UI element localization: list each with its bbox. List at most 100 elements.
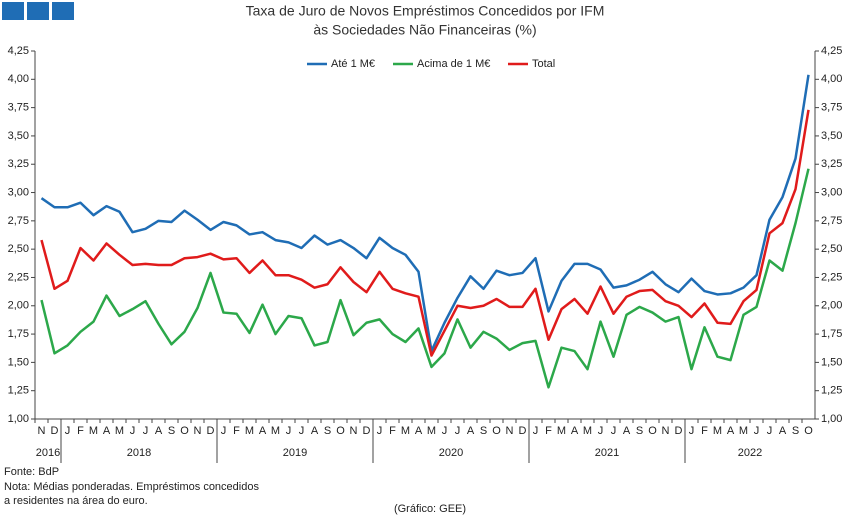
logo-square bbox=[2, 2, 24, 20]
x-tick-label: O bbox=[336, 425, 345, 437]
year-label: 2022 bbox=[738, 447, 762, 459]
y2-tick-label: 1,00 bbox=[821, 413, 842, 425]
y-tick-label: 1,25 bbox=[8, 385, 29, 397]
x-tick-label: J bbox=[65, 425, 71, 437]
y2-tick-label: 2,75 bbox=[821, 215, 842, 227]
x-tick-label: J bbox=[767, 425, 773, 437]
x-tick-label: O bbox=[492, 425, 501, 437]
x-tick-label: A bbox=[571, 425, 579, 437]
y-tick-label: 2,00 bbox=[8, 300, 29, 312]
x-tick-label: N bbox=[38, 425, 46, 437]
chart-title: Taxa de Juro de Novos Empréstimos Conced… bbox=[246, 3, 605, 19]
legend-label: Acima de 1 M€ bbox=[417, 58, 490, 70]
y-tick-label: 1,00 bbox=[8, 413, 29, 425]
y2-tick-label: 3,50 bbox=[821, 130, 842, 142]
x-tick-label: J bbox=[689, 425, 695, 437]
note: Nota: Médias ponderadas. Empréstimos con… bbox=[4, 481, 259, 493]
x-tick-label: S bbox=[480, 425, 487, 437]
x-tick-label: D bbox=[51, 425, 59, 437]
x-tick-label: D bbox=[207, 425, 215, 437]
y-tick-label: 2,50 bbox=[8, 243, 29, 255]
series-line bbox=[40, 168, 810, 389]
y-tick-label: 3,75 bbox=[8, 102, 29, 114]
x-tick-label: M bbox=[557, 425, 566, 437]
x-tick-label: J bbox=[455, 425, 461, 437]
y2-tick-label: 2,00 bbox=[821, 300, 842, 312]
year-label: 2021 bbox=[595, 447, 619, 459]
x-tick-label: S bbox=[324, 425, 331, 437]
x-tick-label: A bbox=[779, 425, 787, 437]
y2-tick-label: 2,50 bbox=[821, 243, 842, 255]
x-tick-label: J bbox=[377, 425, 383, 437]
x-tick-label: J bbox=[221, 425, 227, 437]
x-tick-label: O bbox=[804, 425, 813, 437]
x-tick-label: A bbox=[103, 425, 111, 437]
x-tick-label: D bbox=[675, 425, 683, 437]
y-tick-label: 1,50 bbox=[8, 356, 29, 368]
y2-tick-label: 3,75 bbox=[821, 102, 842, 114]
x-tick-label: M bbox=[89, 425, 98, 437]
x-tick-label: M bbox=[713, 425, 722, 437]
y2-tick-label: 1,25 bbox=[821, 385, 842, 397]
y-tick-label: 2,25 bbox=[8, 271, 29, 283]
x-tick-label: J bbox=[286, 425, 292, 437]
x-tick-label: M bbox=[739, 425, 748, 437]
x-tick-label: S bbox=[168, 425, 175, 437]
logo-square bbox=[27, 2, 49, 20]
year-label: 2018 bbox=[127, 447, 151, 459]
logo-square bbox=[52, 2, 74, 20]
x-tick-label: M bbox=[427, 425, 436, 437]
x-tick-label: M bbox=[583, 425, 592, 437]
note: Fonte: BdP bbox=[4, 466, 59, 478]
year-label: 2019 bbox=[283, 447, 307, 459]
y-tick-label: 2,75 bbox=[8, 215, 29, 227]
x-tick-label: N bbox=[194, 425, 202, 437]
x-tick-label: F bbox=[389, 425, 396, 437]
x-tick-label: D bbox=[519, 425, 527, 437]
x-tick-label: A bbox=[155, 425, 163, 437]
x-tick-label: F bbox=[77, 425, 84, 437]
x-tick-label: A bbox=[727, 425, 735, 437]
x-tick-label: O bbox=[180, 425, 189, 437]
note: a residentes na área do euro. bbox=[4, 495, 148, 507]
x-tick-label: A bbox=[415, 425, 423, 437]
x-tick-label: J bbox=[598, 425, 604, 437]
x-tick-label: D bbox=[363, 425, 371, 437]
x-tick-label: F bbox=[701, 425, 708, 437]
x-tick-label: J bbox=[611, 425, 617, 437]
x-tick-label: S bbox=[636, 425, 643, 437]
x-tick-label: S bbox=[792, 425, 799, 437]
x-tick-label: J bbox=[442, 425, 448, 437]
x-tick-label: A bbox=[623, 425, 631, 437]
y2-tick-label: 3,00 bbox=[821, 186, 842, 198]
y2-tick-label: 1,50 bbox=[821, 356, 842, 368]
x-tick-label: F bbox=[545, 425, 552, 437]
credit: (Gráfico: GEE) bbox=[394, 503, 466, 515]
year-label: 2020 bbox=[439, 447, 463, 459]
x-tick-label: A bbox=[311, 425, 319, 437]
x-tick-label: A bbox=[467, 425, 475, 437]
x-tick-label: N bbox=[662, 425, 670, 437]
y-tick-label: 3,50 bbox=[8, 130, 29, 142]
x-tick-label: J bbox=[130, 425, 136, 437]
chart-subtitle: às Sociedades Não Financeiras (%) bbox=[313, 22, 536, 38]
y2-tick-label: 4,00 bbox=[821, 73, 842, 85]
legend-label: Até 1 M€ bbox=[331, 58, 375, 70]
year-label: 2016 bbox=[36, 447, 60, 459]
x-tick-label: J bbox=[299, 425, 305, 437]
x-tick-label: J bbox=[533, 425, 539, 437]
y-tick-label: 3,25 bbox=[8, 158, 29, 170]
x-tick-label: F bbox=[233, 425, 240, 437]
x-tick-label: A bbox=[259, 425, 267, 437]
x-tick-label: J bbox=[754, 425, 760, 437]
x-tick-label: M bbox=[401, 425, 410, 437]
y-tick-label: 1,75 bbox=[8, 328, 29, 340]
series-line bbox=[40, 74, 810, 353]
y2-tick-label: 1,75 bbox=[821, 328, 842, 340]
x-tick-label: M bbox=[115, 425, 124, 437]
y-tick-label: 4,25 bbox=[8, 45, 29, 57]
y-tick-label: 4,00 bbox=[8, 73, 29, 85]
y2-tick-label: 2,25 bbox=[821, 271, 842, 283]
x-tick-label: M bbox=[271, 425, 280, 437]
